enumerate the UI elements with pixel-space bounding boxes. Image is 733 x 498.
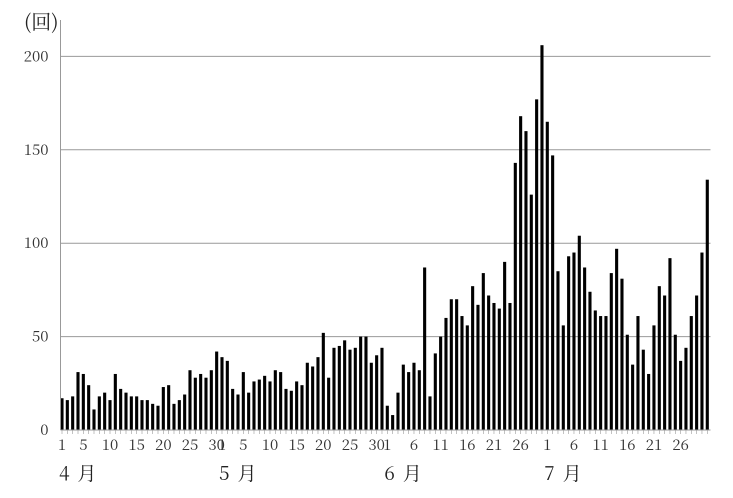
svg-text:15: 15 [128, 434, 145, 455]
svg-text:11: 11 [592, 434, 609, 455]
svg-text:6: 6 [570, 434, 578, 455]
svg-text:15: 15 [288, 434, 305, 455]
svg-text:1: 1 [383, 434, 391, 455]
svg-text:1: 1 [58, 434, 66, 455]
svg-text:5: 5 [239, 434, 247, 455]
svg-text:5: 5 [79, 434, 87, 455]
svg-text:4 月: 4 月 [59, 459, 98, 486]
svg-text:10: 10 [102, 434, 119, 455]
svg-text:(回): (回) [24, 6, 59, 35]
svg-text:26: 26 [672, 434, 689, 455]
svg-text:150: 150 [24, 139, 49, 160]
svg-text:16: 16 [459, 434, 476, 455]
svg-text:16: 16 [619, 434, 636, 455]
svg-text:25: 25 [182, 434, 199, 455]
svg-text:6: 6 [410, 434, 418, 455]
svg-text:0: 0 [40, 419, 48, 440]
svg-text:100: 100 [24, 232, 49, 253]
svg-text:6 月: 6 月 [384, 459, 423, 486]
svg-text:11: 11 [432, 434, 449, 455]
svg-text:20: 20 [315, 434, 332, 455]
svg-text:20: 20 [155, 434, 172, 455]
svg-text:10: 10 [262, 434, 279, 455]
svg-text:1: 1 [218, 434, 226, 455]
svg-text:5 月: 5 月 [219, 459, 258, 486]
svg-text:50: 50 [32, 326, 49, 347]
svg-text:25: 25 [342, 434, 359, 455]
svg-text:7 月: 7 月 [544, 459, 583, 486]
svg-text:1: 1 [543, 434, 551, 455]
svg-text:21: 21 [646, 434, 663, 455]
svg-text:26: 26 [512, 434, 529, 455]
svg-text:21: 21 [486, 434, 503, 455]
svg-text:200: 200 [24, 45, 49, 66]
